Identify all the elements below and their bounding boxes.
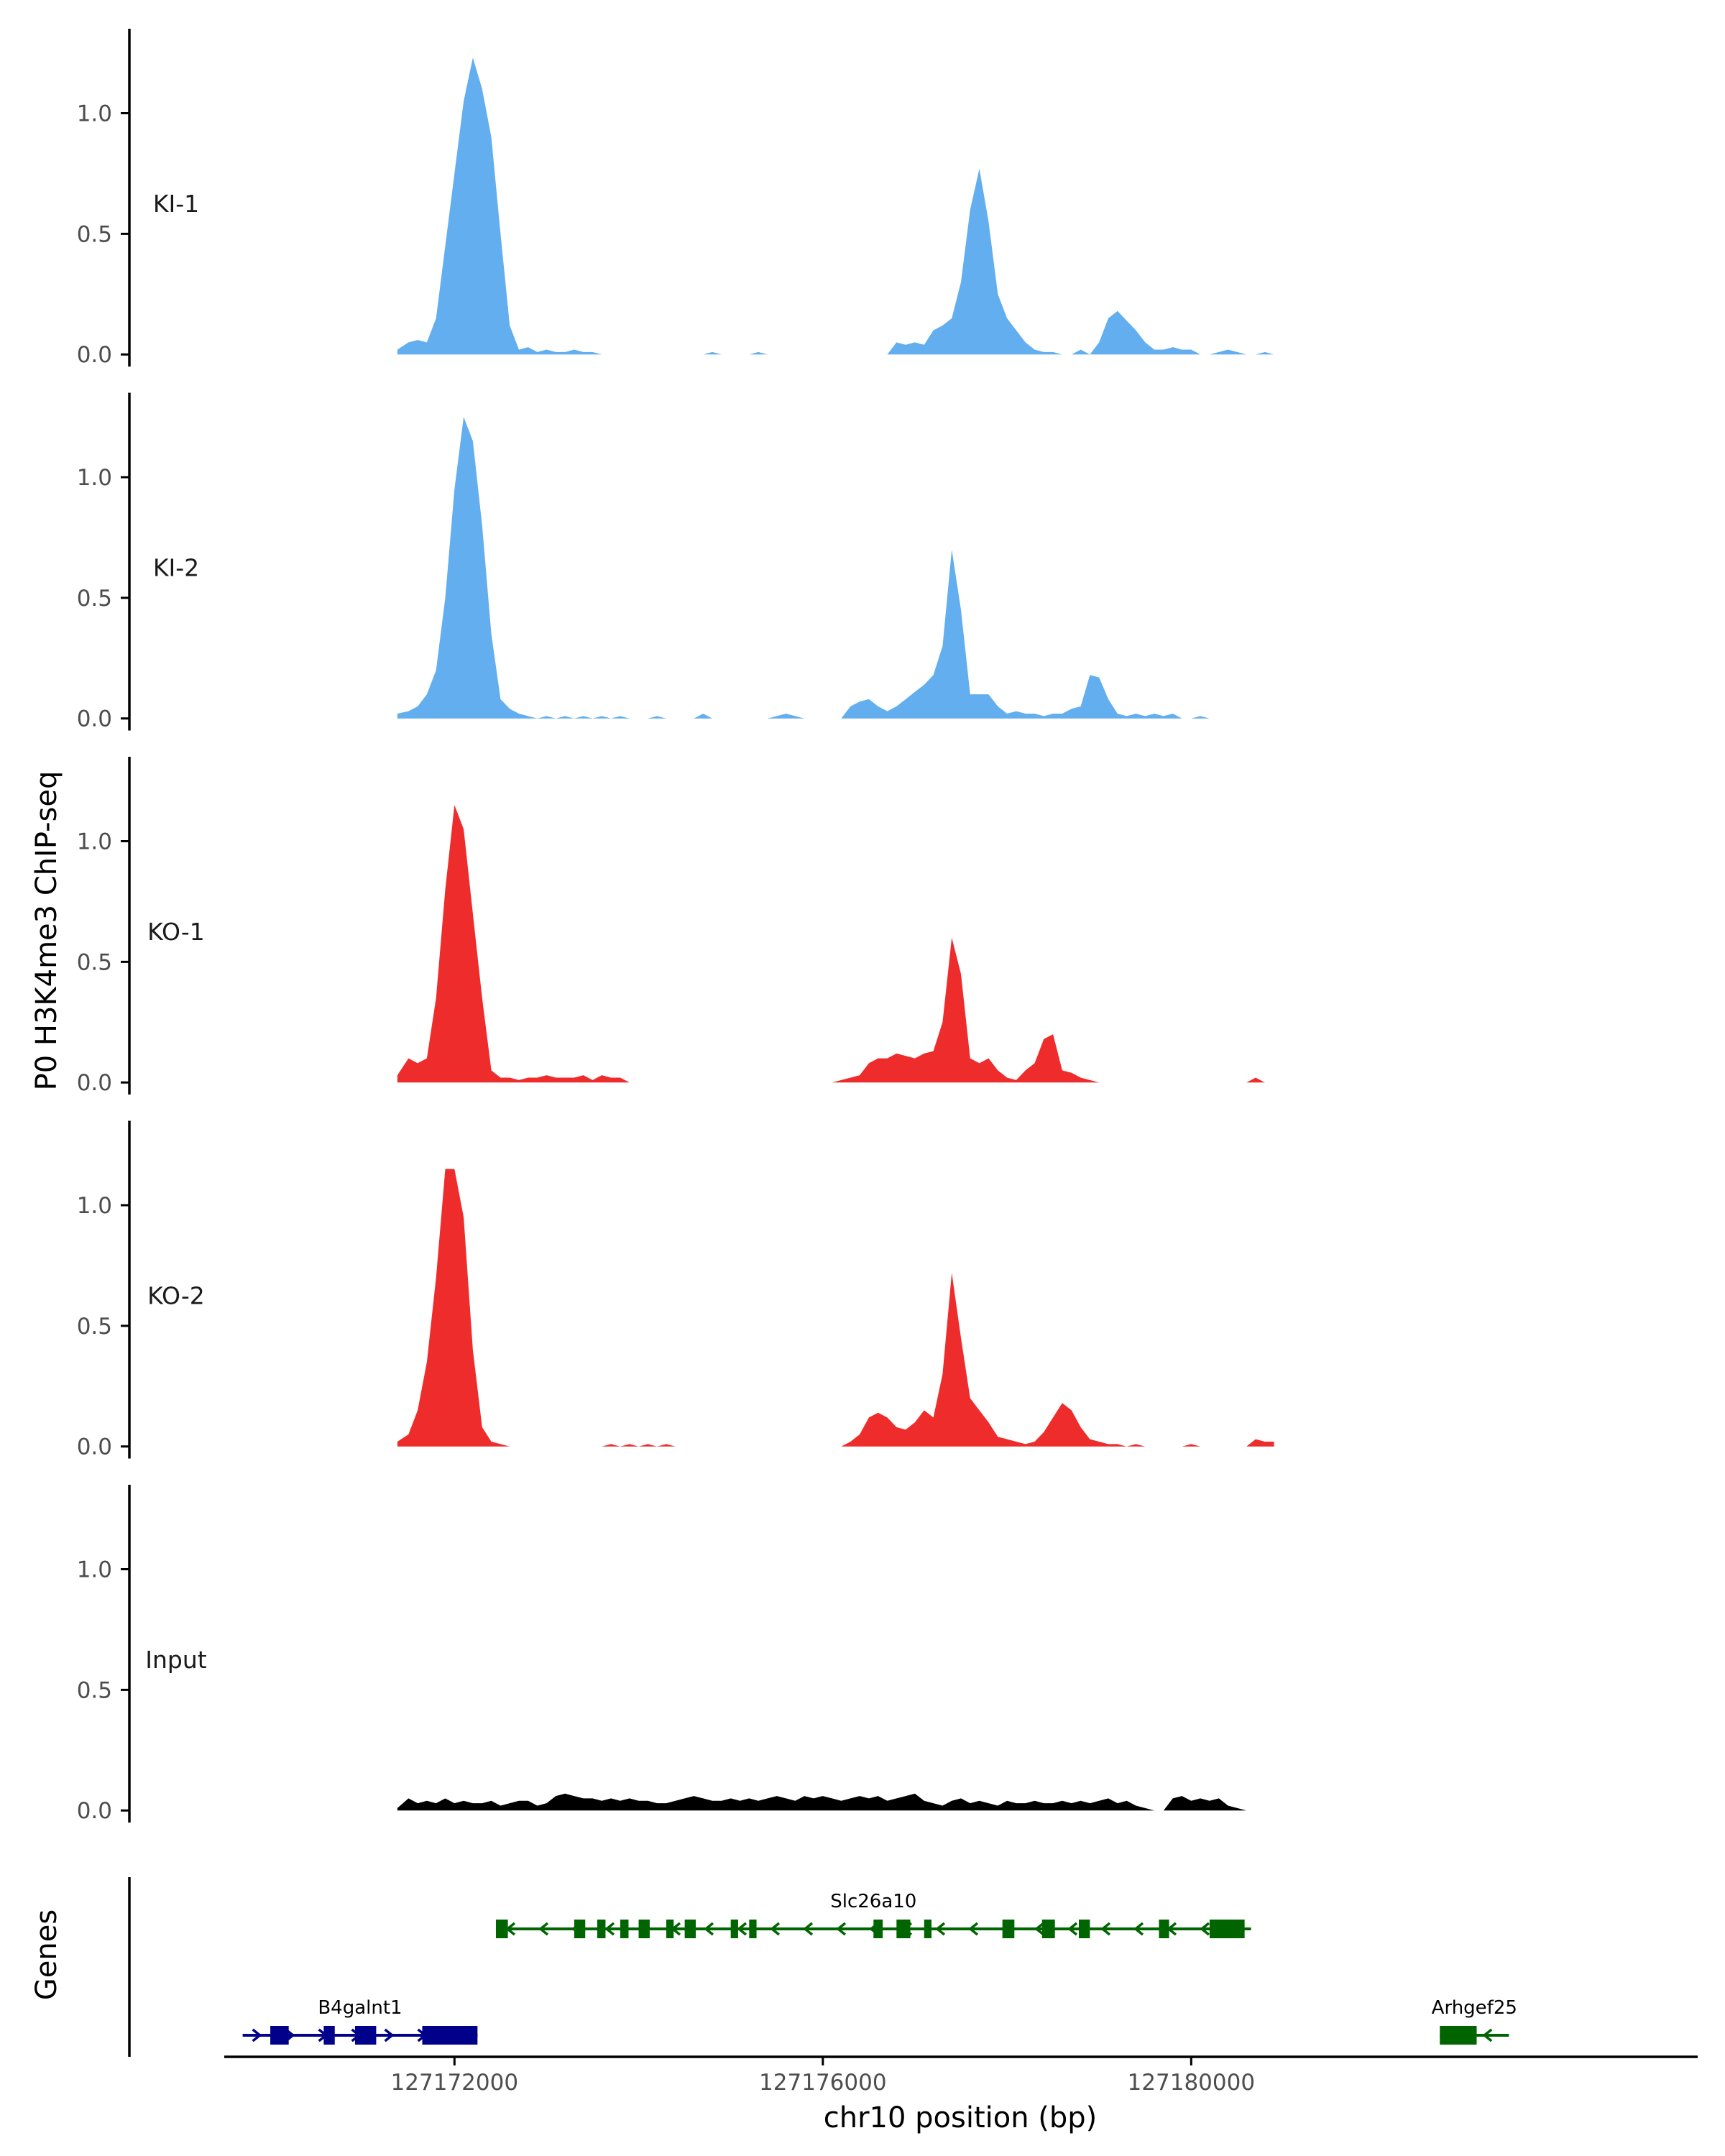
gene-exon xyxy=(1002,1920,1015,1938)
y-tick-label: 0.5 xyxy=(77,1314,112,1340)
y-tick-label: 1.0 xyxy=(77,1557,112,1583)
y-tick-label: 1.0 xyxy=(77,1193,112,1219)
y-tick-label: 1.0 xyxy=(77,101,112,127)
strand-arrow xyxy=(1133,1922,1144,1936)
gene-slc26a10: Slc26a10 xyxy=(495,1891,1251,1938)
y-tick-label: 0.0 xyxy=(77,342,112,368)
x-tick-label: 127180000 xyxy=(1128,2070,1256,2096)
gene-exon xyxy=(1079,1920,1090,1938)
x-tick-label: 127176000 xyxy=(759,2070,887,2096)
signal-area xyxy=(397,57,1274,355)
strand-arrow xyxy=(836,1922,847,1936)
strand-arrow xyxy=(704,1922,714,1936)
gene-exon xyxy=(323,2026,335,2045)
y-tick-label: 1.0 xyxy=(77,829,112,855)
strand-arrow xyxy=(770,1922,781,1936)
strand-arrow xyxy=(803,1922,814,1936)
y-tick-label: 1.0 xyxy=(77,465,112,491)
track-label: KI-2 xyxy=(153,554,199,582)
strand-arrow xyxy=(604,1922,615,1936)
gene-exon xyxy=(270,2026,289,2045)
track-ki-1: 0.0 0.5 1.0 KI-1 xyxy=(77,29,1274,368)
gene-exon xyxy=(1209,1920,1245,1938)
gene-exon xyxy=(873,1920,883,1938)
strand-arrow xyxy=(538,1922,549,1936)
gene-arhgef25: Arhgef25 xyxy=(1432,1997,1517,2045)
strand-arrow xyxy=(968,1922,979,1936)
gene-exon xyxy=(620,1920,629,1938)
y-axis-title: P0 H3K4me3 ChIP-seq xyxy=(30,771,63,1091)
gene-exon xyxy=(666,1920,674,1938)
gene-exon xyxy=(749,1920,757,1938)
gene-exon xyxy=(924,1920,932,1938)
gene-exon xyxy=(422,2026,478,2045)
signal-area xyxy=(397,805,1274,1083)
strand-arrow xyxy=(1100,1922,1111,1936)
track-ki-2: 0.0 0.5 1.0 KI-2 xyxy=(77,392,1274,732)
strand-arrow xyxy=(1034,1922,1045,1936)
genes-track-label: Genes xyxy=(30,1909,63,2000)
gene-exon xyxy=(574,1920,586,1938)
track-ko-2: 0.0 0.5 1.0 KO-2 xyxy=(77,1120,1274,1460)
y-tick-label: 0.5 xyxy=(77,949,112,975)
gene-exon xyxy=(354,2026,377,2045)
strand-arrow xyxy=(252,2028,262,2042)
x-axis: 127172000 127176000 127180000 xyxy=(224,2055,1698,2096)
track-label: KO-1 xyxy=(147,918,205,946)
signal-area xyxy=(397,1169,1274,1447)
gene-exon xyxy=(1440,2026,1477,2045)
gene-exon xyxy=(638,1920,650,1938)
gene-exon xyxy=(597,1920,606,1938)
genes-track: Slc26a10 B4galnt1 Arhgef25 xyxy=(128,1877,1517,2057)
x-tick-label: 127172000 xyxy=(391,2070,519,2096)
gene-exon xyxy=(495,1920,508,1938)
gene-exon xyxy=(1041,1920,1055,1938)
signal-area xyxy=(397,1793,1274,1811)
gene-label: B4galnt1 xyxy=(318,1997,402,2019)
strand-arrow xyxy=(1482,2028,1493,2042)
y-tick-label: 0.0 xyxy=(77,706,112,732)
strand-arrow xyxy=(1067,1922,1078,1936)
track-input: 0.0 0.5 1.0 Input xyxy=(77,1485,1274,1824)
track-ko-1: 0.0 0.5 1.0 KO-1 xyxy=(77,757,1274,1096)
track-label: KO-2 xyxy=(147,1282,205,1310)
track-label: KI-1 xyxy=(153,190,199,218)
y-tick-label: 0.5 xyxy=(77,221,112,247)
signal-tracks: 0.00.51.0KI-10.00.51.0KI-20.00.51.0KO-10… xyxy=(77,29,1274,1824)
strand-arrow xyxy=(384,2028,395,2042)
y-tick-label: 0.5 xyxy=(77,586,112,612)
gene-exon xyxy=(684,1920,696,1938)
x-axis-title: chr10 position (bp) xyxy=(824,2101,1098,2134)
strand-arrow xyxy=(935,1922,946,1936)
gene-exon xyxy=(896,1920,911,1938)
gene-b4galnt1: B4galnt1 xyxy=(242,1997,478,2045)
gene-label: Arhgef25 xyxy=(1432,1997,1517,2019)
y-tick-label: 0.5 xyxy=(77,1677,112,1703)
gene-exon xyxy=(1159,1920,1169,1938)
gene-label: Slc26a10 xyxy=(830,1891,916,1912)
y-tick-label: 0.0 xyxy=(77,1798,112,1824)
strand-arrow xyxy=(737,1922,748,1936)
y-tick-label: 0.0 xyxy=(77,1070,112,1096)
gene-exon xyxy=(730,1920,738,1938)
signal-area xyxy=(397,417,1274,719)
strand-arrow xyxy=(1200,1922,1210,1936)
y-tick-label: 0.0 xyxy=(77,1434,112,1460)
track-label: Input xyxy=(145,1646,207,1674)
